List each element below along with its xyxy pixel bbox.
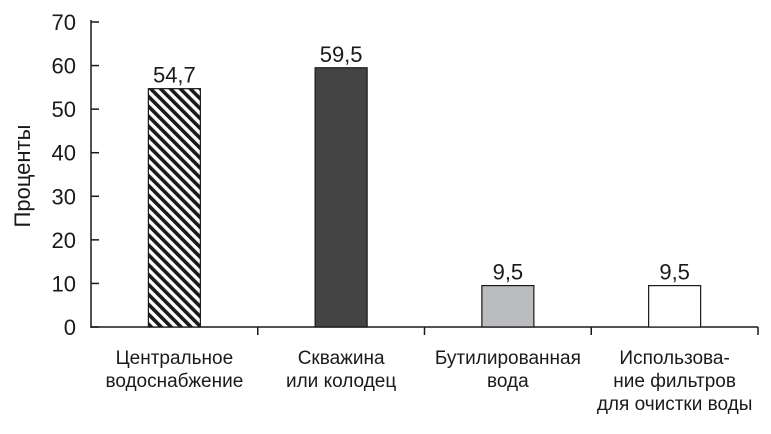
- y-axis: 0 10 20 30 40 50 60 70: [52, 10, 99, 340]
- y-axis-label: Проценты: [10, 125, 35, 228]
- x-category-label: Центральное водоснабжение: [105, 348, 243, 392]
- y-tick-label: 40: [52, 141, 76, 166]
- y-tick-label: 30: [52, 184, 76, 209]
- bar: [314, 67, 368, 328]
- x-axis: [91, 326, 759, 335]
- bars: [147, 67, 702, 328]
- bar-value-label: 9,5: [659, 260, 690, 285]
- x-category-label: Использова-ние фильтров для очистки воды: [597, 348, 753, 415]
- y-tick-label: 20: [52, 228, 76, 253]
- bar-value-label: 9,5: [493, 260, 524, 285]
- bar-value-label: 54,7: [153, 63, 196, 88]
- bar-value-label: 59,5: [320, 42, 363, 67]
- data-labels: 54,7 59,5 9,5 9,5: [153, 42, 690, 285]
- y-tick-label: 60: [52, 54, 76, 79]
- y-tick-label: 70: [52, 10, 76, 35]
- y-tick-label: 0: [64, 315, 76, 340]
- x-category-label: Бутилированная вода: [435, 348, 581, 392]
- x-category-label: Скважина или колодец: [286, 348, 396, 392]
- y-tick-label: 50: [52, 97, 76, 122]
- category-labels: Центральное водоснабжение Скважина или коло…: [105, 348, 752, 415]
- bar: [147, 88, 201, 328]
- bar: [481, 285, 535, 328]
- y-tick-label: 10: [52, 271, 76, 296]
- bar: [648, 285, 702, 328]
